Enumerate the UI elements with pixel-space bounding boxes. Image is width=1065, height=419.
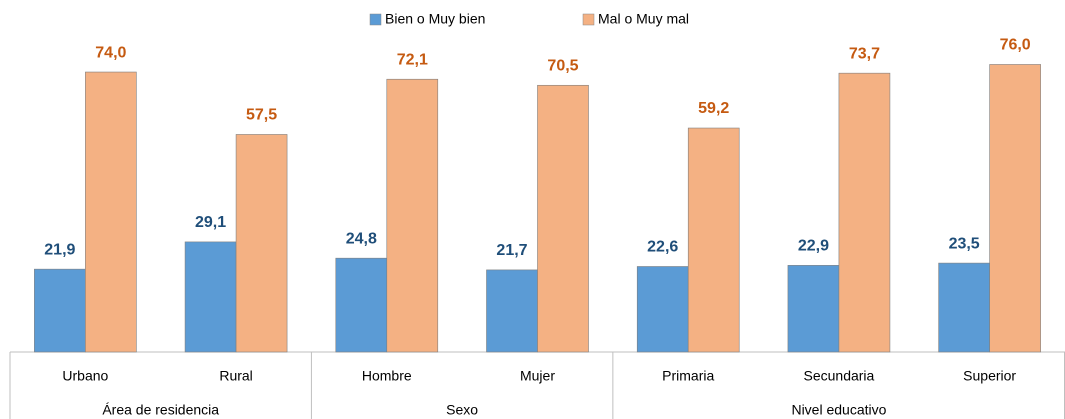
bar bbox=[386, 78, 439, 353]
x-tick-label: Primaria bbox=[662, 368, 714, 384]
value-label: 22,6 bbox=[647, 239, 678, 256]
legend-label: Bien o Muy bien bbox=[385, 11, 485, 27]
x-tick-label: Superior bbox=[963, 368, 1016, 384]
bar bbox=[184, 241, 237, 353]
bar bbox=[938, 262, 990, 353]
x-tick-label: Secundaria bbox=[804, 368, 875, 384]
legend-swatch bbox=[369, 13, 382, 26]
bar bbox=[787, 265, 840, 353]
bar bbox=[335, 257, 388, 353]
x-tick-label: Mujer bbox=[520, 368, 555, 384]
bar bbox=[235, 134, 288, 353]
bar bbox=[34, 268, 86, 353]
value-label: 70,5 bbox=[547, 57, 578, 74]
bar bbox=[838, 72, 891, 353]
value-label: 22,9 bbox=[798, 238, 829, 255]
value-label: 57,5 bbox=[246, 107, 277, 124]
value-label: 29,1 bbox=[195, 214, 226, 231]
legend-label: Mal o Muy mal bbox=[598, 11, 689, 27]
group-label: Área de residencia bbox=[102, 402, 219, 418]
x-tick-label: Hombre bbox=[362, 368, 412, 384]
value-label: 21,7 bbox=[496, 242, 527, 259]
value-label: 76,0 bbox=[1000, 37, 1031, 54]
bar bbox=[85, 71, 137, 353]
bar bbox=[537, 84, 589, 353]
value-label: 24,8 bbox=[346, 230, 377, 247]
bar bbox=[636, 266, 689, 353]
x-tick-label: Rural bbox=[219, 368, 252, 384]
bar bbox=[687, 127, 740, 353]
value-label: 73,7 bbox=[849, 45, 880, 62]
group-label: Nivel educativo bbox=[791, 402, 886, 418]
x-tick-label: Urbano bbox=[62, 368, 108, 384]
value-label: 21,9 bbox=[44, 241, 75, 258]
value-label: 74,0 bbox=[95, 44, 126, 61]
value-label: 72,1 bbox=[397, 51, 428, 68]
group-label: Sexo bbox=[446, 402, 478, 418]
value-label: 23,5 bbox=[949, 235, 980, 252]
value-label: 59,2 bbox=[698, 100, 729, 117]
bar bbox=[989, 64, 1041, 353]
legend-swatch bbox=[582, 13, 595, 26]
bar bbox=[486, 269, 538, 353]
